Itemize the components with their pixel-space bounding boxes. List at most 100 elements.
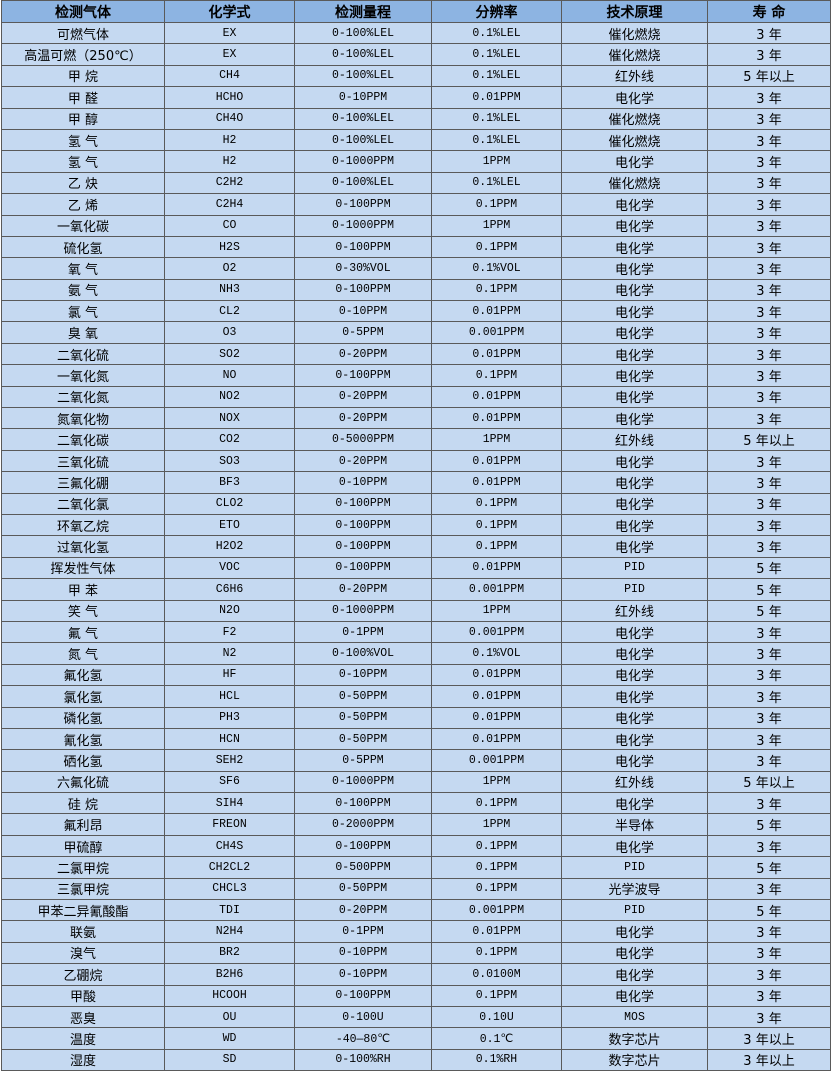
range-cell: 0-50PPM <box>294 877 432 901</box>
resolution-cell: 1PPM <box>431 599 562 622</box>
range-cell: 0-1000PPM <box>294 150 432 173</box>
table-row: 湿度 SD 0-100%RH 0.1%RH 数字芯片 3 年以上 <box>1 1048 831 1072</box>
header-lifespan: 寿 命 <box>707 0 831 23</box>
gas-cell: 氯 气 <box>1 300 165 323</box>
resolution-cell: 0.1%RH <box>431 1048 562 1072</box>
range-cell: 0-100PPM <box>294 834 432 858</box>
resolution-cell: 0.01PPM <box>431 663 562 687</box>
principle-cell: 红外线 <box>561 599 708 622</box>
formula-cell: SO2 <box>164 342 295 366</box>
lifespan-cell: 3 年 <box>707 706 831 729</box>
principle-cell: PID <box>561 556 708 580</box>
table-row: 氰化氢 HCN 0-50PPM 0.01PPM 电化学 3 年 <box>1 727 831 751</box>
range-cell: 0-100PPM <box>294 193 432 216</box>
range-cell: 0-100PPM <box>294 235 432 259</box>
range-cell: 0-20PPM <box>294 449 432 473</box>
principle-cell: 电化学 <box>561 214 708 237</box>
resolution-cell: 0.1PPM <box>431 877 562 901</box>
formula-cell: CH4O <box>164 107 295 130</box>
lifespan-cell: 3 年 <box>707 321 831 344</box>
formula-cell: SD <box>164 1048 295 1072</box>
table-row: 甲 烷 CH4 0-100%LEL 0.1%LEL 红外线 5 年以上 <box>1 64 831 88</box>
range-cell: 0-10PPM <box>294 963 432 986</box>
principle-cell: 电化学 <box>561 792 708 815</box>
resolution-cell: 0.01PPM <box>431 556 562 580</box>
principle-cell: 红外线 <box>561 770 708 794</box>
table-row: 乙 炔 C2H2 0-100%LEL 0.1%LEL 催化燃烧 3 年 <box>1 171 831 195</box>
range-cell: 0-1000PPM <box>294 599 432 622</box>
lifespan-cell: 3 年 <box>707 1005 831 1029</box>
principle-cell: 催化燃烧 <box>561 107 708 130</box>
table-row: 氮氧化物 NOX 0-20PPM 0.01PPM 电化学 3 年 <box>1 407 831 430</box>
range-cell: 0-100%VOL <box>294 642 432 665</box>
gas-cell: 甲 苯 <box>1 578 165 601</box>
range-cell: 0-100PPM <box>294 492 432 515</box>
gas-cell: 甲 醇 <box>1 107 165 130</box>
lifespan-cell: 3 年 <box>707 385 831 409</box>
lifespan-cell: 5 年 <box>707 578 831 601</box>
resolution-cell: 1PPM <box>431 150 562 173</box>
lifespan-cell: 3 年以上 <box>707 1048 831 1072</box>
principle-cell: 催化燃烧 <box>561 43 708 66</box>
lifespan-cell: 5 年 <box>707 899 831 922</box>
range-cell: 0-20PPM <box>294 385 432 409</box>
formula-cell: CH2CL2 <box>164 856 295 879</box>
principle-cell: 电化学 <box>561 150 708 173</box>
formula-cell: H2 <box>164 128 295 152</box>
resolution-cell: 0.1PPM <box>431 492 562 515</box>
formula-cell: CHCL3 <box>164 877 295 901</box>
table-row: 挥发性气体 VOC 0-100PPM 0.01PPM PID 5 年 <box>1 556 831 580</box>
range-cell: 0-100%LEL <box>294 43 432 66</box>
principle-cell: 电化学 <box>561 963 708 986</box>
gas-cell: 氟利昂 <box>1 813 165 836</box>
table-row: 联氨 N2H4 0-1PPM 0.01PPM 电化学 3 年 <box>1 920 831 943</box>
lifespan-cell: 3 年 <box>707 21 831 45</box>
resolution-cell: 0.0100M <box>431 963 562 986</box>
principle-cell: PID <box>561 578 708 601</box>
gas-cell: 二氧化碳 <box>1 428 165 451</box>
formula-cell: H2 <box>164 150 295 173</box>
header-row: 检测气体 化学式 检测量程 分辨率 技术原理 寿 命 <box>1 0 831 23</box>
range-cell: -40—80℃ <box>294 1027 432 1050</box>
resolution-cell: 1PPM <box>431 428 562 451</box>
gas-cell: 甲硫醇 <box>1 834 165 858</box>
resolution-cell: 0.1%LEL <box>431 64 562 88</box>
formula-cell: O3 <box>164 321 295 344</box>
table-row: 二氧化氯 CLO2 0-100PPM 0.1PPM 电化学 3 年 <box>1 492 831 515</box>
resolution-cell: 0.01PPM <box>431 727 562 751</box>
table-body: 可燃气体 EX 0-100%LEL 0.1%LEL 催化燃烧 3 年高温可燃（250℃） E… <box>1 21 831 1072</box>
table-row: 甲 苯 C6H6 0-20PPM 0.001PPM PID 5 年 <box>1 578 831 601</box>
range-cell: 0-1000PPM <box>294 770 432 794</box>
table-row: 甲苯二异氰酸酯 TDI 0-20PPM 0.001PPM PID 5 年 <box>1 899 831 922</box>
lifespan-cell: 3 年 <box>707 364 831 387</box>
gas-cell: 三氯甲烷 <box>1 877 165 901</box>
table-row: 乙硼烷 B2H6 0-10PPM 0.0100M 电化学 3 年 <box>1 963 831 986</box>
formula-cell: BF3 <box>164 471 295 494</box>
table-row: 一氧化氮 NO 0-100PPM 0.1PPM 电化学 3 年 <box>1 364 831 387</box>
lifespan-cell: 5 年以上 <box>707 770 831 794</box>
range-cell: 0-50PPM <box>294 727 432 751</box>
lifespan-cell: 3 年 <box>707 449 831 473</box>
resolution-cell: 0.1%VOL <box>431 257 562 280</box>
gas-cell: 二氧化硫 <box>1 342 165 366</box>
range-cell: 0-20PPM <box>294 407 432 430</box>
principle-cell: 电化学 <box>561 385 708 409</box>
lifespan-cell: 3 年 <box>707 792 831 815</box>
formula-cell: ETO <box>164 513 295 537</box>
formula-cell: HCHO <box>164 86 295 109</box>
resolution-cell: 0.1℃ <box>431 1027 562 1050</box>
table-row: 氯 气 CL2 0-10PPM 0.01PPM 电化学 3 年 <box>1 300 831 323</box>
resolution-cell: 0.01PPM <box>431 86 562 109</box>
formula-cell: HF <box>164 663 295 687</box>
table-row: 三氟化硼 BF3 0-10PPM 0.01PPM 电化学 3 年 <box>1 471 831 494</box>
table-row: 二氧化氮 NO2 0-20PPM 0.01PPM 电化学 3 年 <box>1 385 831 409</box>
resolution-cell: 0.01PPM <box>431 471 562 494</box>
table-row: 乙 烯 C2H4 0-100PPM 0.1PPM 电化学 3 年 <box>1 193 831 216</box>
header-gas: 检测气体 <box>1 0 165 23</box>
table-row: 氯化氢 HCL 0-50PPM 0.01PPM 电化学 3 年 <box>1 685 831 708</box>
principle-cell: 电化学 <box>561 535 708 558</box>
lifespan-cell: 3 年 <box>707 86 831 109</box>
formula-cell: TDI <box>164 899 295 922</box>
formula-cell: OU <box>164 1005 295 1029</box>
principle-cell: 电化学 <box>561 449 708 473</box>
